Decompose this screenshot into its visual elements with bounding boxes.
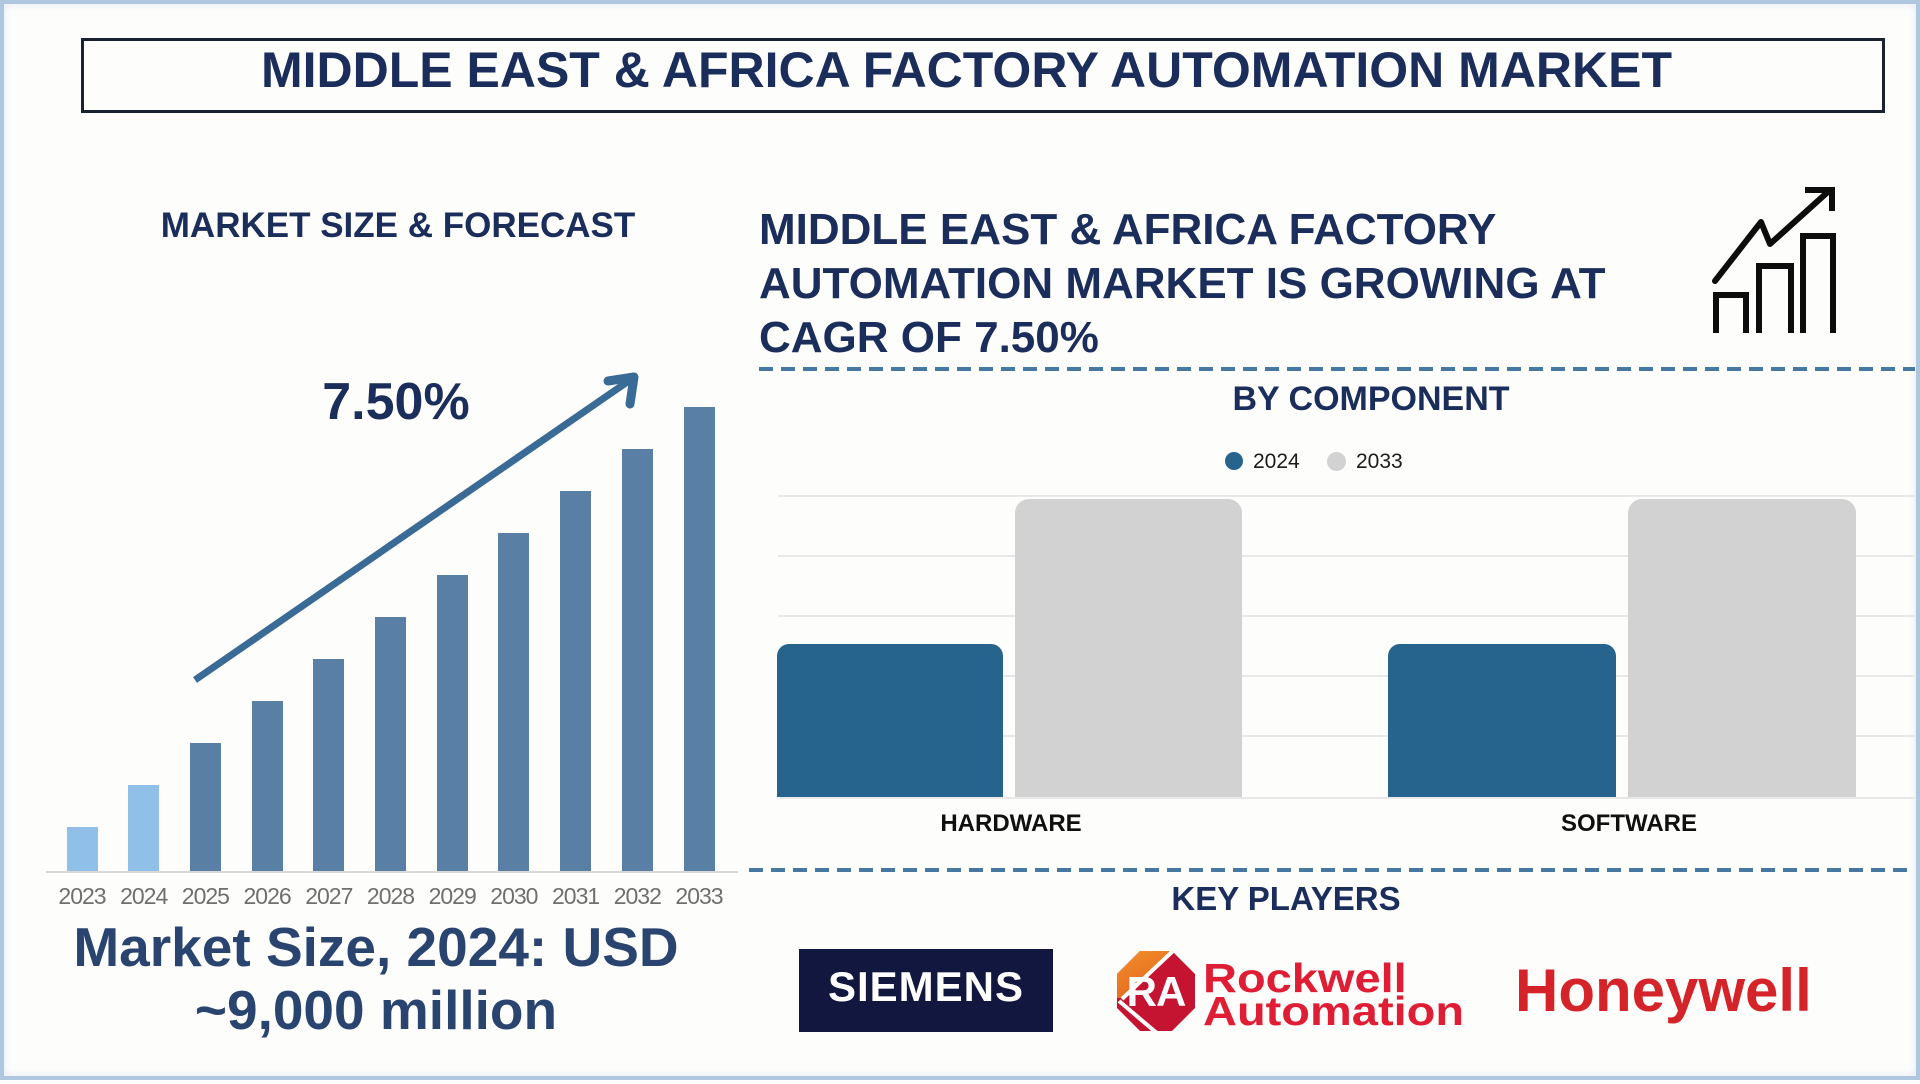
svg-text:RA: RA (1127, 968, 1186, 1015)
